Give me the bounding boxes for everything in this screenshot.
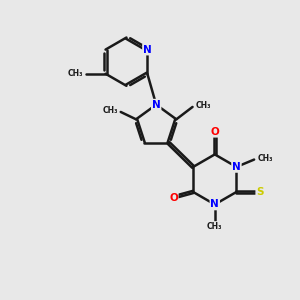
Text: CH₃: CH₃: [207, 222, 223, 231]
Text: CH₃: CH₃: [102, 106, 118, 115]
Text: N: N: [143, 45, 152, 55]
Text: N: N: [210, 200, 219, 209]
Text: CH₃: CH₃: [68, 69, 83, 78]
Text: CH₃: CH₃: [196, 101, 211, 110]
Text: N: N: [232, 162, 241, 172]
Text: O: O: [210, 127, 219, 137]
Text: CH₃: CH₃: [258, 154, 273, 163]
Text: O: O: [169, 193, 178, 203]
Text: N: N: [152, 100, 161, 110]
Text: S: S: [256, 187, 264, 197]
